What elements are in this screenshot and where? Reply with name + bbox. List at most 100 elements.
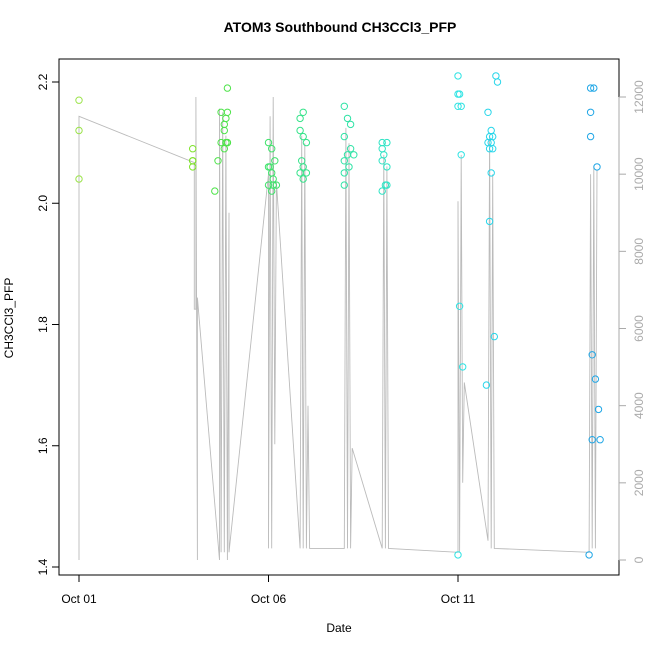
data-point — [485, 145, 494, 153]
y-tick-label: 1.4 — [36, 558, 50, 575]
y-tick-label: 1.8 — [36, 316, 50, 333]
data-point — [217, 108, 225, 117]
plot-frame — [58, 58, 620, 576]
data-point — [378, 145, 386, 153]
data-point — [220, 126, 229, 135]
data-point — [454, 551, 462, 559]
data-point — [340, 102, 348, 111]
data-point — [455, 90, 464, 98]
data-point — [272, 181, 281, 189]
y-axis-label: CH3CCl3_PFP — [2, 278, 16, 359]
data-point — [299, 132, 307, 141]
data-point — [268, 145, 276, 153]
chart-axes: 1.4 1.6 1.8 2.0 2.2 Oct 01 Oct 06 Oct 11 0 2000 40… — [36, 73, 646, 606]
data-point — [268, 187, 276, 195]
data-point — [457, 151, 465, 159]
data-point — [340, 132, 348, 141]
data-point — [223, 138, 232, 147]
data-point — [454, 102, 462, 111]
data-point — [346, 145, 355, 153]
data-point — [490, 332, 498, 341]
chart-marks — [75, 72, 604, 561]
data-point — [271, 157, 279, 165]
chart-title: ATOM3 Southbound CH3CCl3_PFP — [224, 19, 457, 35]
data-point — [455, 302, 464, 310]
data-point — [383, 163, 391, 171]
data-point — [211, 187, 219, 195]
right-tick-label: 2000 — [632, 469, 646, 496]
data-point — [586, 132, 595, 141]
data-point — [594, 405, 603, 414]
data-point — [381, 181, 390, 189]
data-point — [459, 363, 467, 371]
data-point — [220, 145, 229, 153]
x-tick-label: Oct 01 — [61, 592, 97, 606]
data-point — [345, 163, 353, 171]
data-point — [299, 175, 307, 183]
data-point — [346, 120, 355, 129]
data-point — [457, 102, 465, 111]
data-point — [222, 114, 230, 123]
data-point — [299, 163, 307, 171]
data-point — [485, 217, 494, 226]
data-point — [585, 551, 593, 559]
data-point — [350, 151, 358, 159]
data-point — [378, 187, 386, 195]
right-tick-label: 10000 — [632, 157, 646, 191]
y-tick-label: 1.6 — [36, 437, 50, 454]
right-tick-label: 6000 — [632, 315, 646, 342]
data-point — [296, 126, 304, 135]
data-point — [189, 157, 197, 165]
data-point — [340, 169, 348, 177]
data-point — [340, 157, 348, 165]
data-point — [302, 169, 311, 177]
data-point — [489, 145, 497, 153]
data-point — [214, 157, 222, 165]
data-point — [493, 78, 502, 86]
data-point — [586, 84, 595, 92]
right-tick-label: 4000 — [632, 392, 646, 419]
altitude-series-line — [78, 96, 598, 561]
data-point — [383, 181, 391, 189]
right-tick-label: 0 — [632, 556, 646, 563]
data-point — [482, 381, 491, 389]
data-point — [223, 84, 232, 92]
data-point — [296, 114, 304, 123]
data-point — [264, 163, 273, 171]
data-point — [588, 436, 596, 444]
data-point — [378, 157, 386, 165]
data-point — [454, 72, 462, 80]
data-point — [487, 169, 495, 177]
data-point — [383, 138, 391, 147]
data-point — [220, 120, 229, 129]
data-point — [189, 145, 197, 153]
data-point — [492, 72, 500, 80]
data-point — [588, 351, 596, 359]
right-tick-label: 8000 — [632, 238, 646, 265]
right-tick-label: 12000 — [632, 80, 646, 114]
x-tick-label: Oct 11 — [441, 592, 476, 606]
data-point — [189, 163, 197, 171]
data-point — [264, 138, 273, 147]
data-point — [299, 108, 307, 117]
x-tick-label: Oct 06 — [251, 592, 287, 606]
data-point — [296, 169, 304, 177]
data-point — [487, 126, 495, 135]
data-point — [586, 108, 595, 117]
data-point — [302, 138, 311, 147]
x-axis-label: Date — [326, 621, 352, 635]
data-point — [343, 151, 352, 159]
data-point — [590, 84, 598, 92]
data-point — [596, 436, 604, 444]
data-point — [75, 175, 83, 183]
data-point — [223, 108, 232, 117]
data-point — [75, 126, 83, 135]
data-point — [75, 96, 83, 104]
data-point — [591, 375, 600, 383]
data-point — [484, 108, 492, 117]
data-point — [343, 114, 352, 123]
data-point — [264, 181, 273, 189]
y-tick-label: 2.0 — [36, 195, 50, 212]
data-point — [593, 163, 601, 171]
